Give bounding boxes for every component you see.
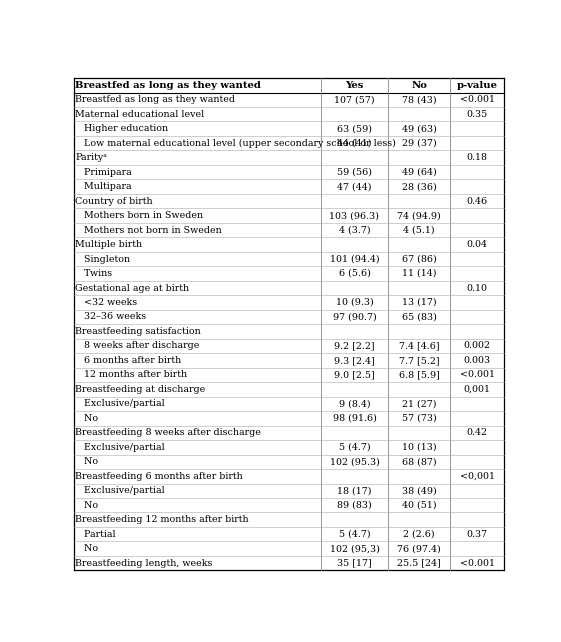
Text: 0,001: 0,001 xyxy=(463,385,491,394)
Text: Singleton: Singleton xyxy=(75,254,131,264)
Text: 0.002: 0.002 xyxy=(463,342,491,351)
Text: Gestational age at birth: Gestational age at birth xyxy=(75,284,190,293)
Text: 102 (95,3): 102 (95,3) xyxy=(329,544,379,553)
Text: 67 (86): 67 (86) xyxy=(402,254,436,264)
Text: 97 (90.7): 97 (90.7) xyxy=(333,313,376,322)
Text: 0.46: 0.46 xyxy=(467,196,488,205)
Text: 63 (59): 63 (59) xyxy=(337,124,372,133)
Text: 35 [17]: 35 [17] xyxy=(337,559,372,568)
Text: 9.2 [2.2]: 9.2 [2.2] xyxy=(334,342,375,351)
Text: No: No xyxy=(75,544,99,553)
Text: Breastfeeding 12 months after birth: Breastfeeding 12 months after birth xyxy=(75,516,249,525)
Text: No: No xyxy=(411,81,427,90)
Text: Multipara: Multipara xyxy=(75,182,132,191)
Text: 76 (97.4): 76 (97.4) xyxy=(397,544,441,553)
Text: 0.18: 0.18 xyxy=(467,153,488,162)
Text: Exclusive/partial: Exclusive/partial xyxy=(75,443,165,452)
Text: <0.001: <0.001 xyxy=(459,559,495,568)
Text: 49 (63): 49 (63) xyxy=(402,124,436,133)
Text: 29 (37): 29 (37) xyxy=(402,139,436,148)
Text: Mothers born in Sweden: Mothers born in Sweden xyxy=(75,211,204,220)
Text: Breastfed as long as they wanted: Breastfed as long as they wanted xyxy=(75,95,236,104)
Text: 98 (91.6): 98 (91.6) xyxy=(333,414,376,423)
Text: Yes: Yes xyxy=(345,81,364,90)
Text: 9.0 [2.5]: 9.0 [2.5] xyxy=(334,370,375,379)
Text: 25.5 [24]: 25.5 [24] xyxy=(397,559,441,568)
Text: No: No xyxy=(75,414,99,423)
Text: 4 (3.7): 4 (3.7) xyxy=(339,225,370,234)
Text: 9 (8.4): 9 (8.4) xyxy=(339,399,370,408)
Text: Low maternal educational level (upper secondary school or less): Low maternal educational level (upper se… xyxy=(75,139,396,148)
Text: Exclusive/partial: Exclusive/partial xyxy=(75,486,165,495)
Text: <0.001: <0.001 xyxy=(459,370,495,379)
Text: 5 (4.7): 5 (4.7) xyxy=(339,443,370,452)
Text: 7.7 [5.2]: 7.7 [5.2] xyxy=(399,356,439,365)
Text: Mothers not born in Sweden: Mothers not born in Sweden xyxy=(75,225,222,234)
Text: 40 (51): 40 (51) xyxy=(402,501,436,510)
Text: 78 (43): 78 (43) xyxy=(402,95,436,104)
Text: 0.10: 0.10 xyxy=(467,284,488,293)
Text: 68 (87): 68 (87) xyxy=(402,457,436,466)
Text: 32–36 weeks: 32–36 weeks xyxy=(75,313,146,322)
Text: Parityᵃ: Parityᵃ xyxy=(75,153,107,162)
Text: 47 (44): 47 (44) xyxy=(337,182,372,191)
Text: 2 (2.6): 2 (2.6) xyxy=(403,530,435,539)
Text: 57 (73): 57 (73) xyxy=(402,414,436,423)
Text: Partial: Partial xyxy=(75,530,116,539)
Text: <32 weeks: <32 weeks xyxy=(75,298,137,307)
Text: 59 (56): 59 (56) xyxy=(337,168,372,177)
Text: <0,001: <0,001 xyxy=(459,472,495,481)
Text: 9.3 [2.4]: 9.3 [2.4] xyxy=(334,356,375,365)
Text: 49 (64): 49 (64) xyxy=(402,168,436,177)
Text: 21 (27): 21 (27) xyxy=(402,399,436,408)
Text: 38 (49): 38 (49) xyxy=(402,486,436,495)
Text: 7.4 [4.6]: 7.4 [4.6] xyxy=(399,342,439,351)
Text: 11 (14): 11 (14) xyxy=(402,269,436,278)
Text: 0.003: 0.003 xyxy=(463,356,491,365)
Text: Breastfeeding at discharge: Breastfeeding at discharge xyxy=(75,385,205,394)
Text: 13 (17): 13 (17) xyxy=(402,298,436,307)
Text: 102 (95.3): 102 (95.3) xyxy=(329,457,379,466)
Text: 103 (96.3): 103 (96.3) xyxy=(329,211,379,220)
Text: 6.8 [5.9]: 6.8 [5.9] xyxy=(398,370,439,379)
Text: 18 (17): 18 (17) xyxy=(337,486,372,495)
Text: Primipara: Primipara xyxy=(75,168,132,177)
Text: 6 months after birth: 6 months after birth xyxy=(75,356,182,365)
Text: No: No xyxy=(75,457,99,466)
Text: 6 (5.6): 6 (5.6) xyxy=(338,269,370,278)
Text: 0.04: 0.04 xyxy=(467,240,488,249)
Text: 4 (5.1): 4 (5.1) xyxy=(403,225,435,234)
Text: Breastfeeding 6 months after birth: Breastfeeding 6 months after birth xyxy=(75,472,243,481)
Text: 0.35: 0.35 xyxy=(467,110,488,119)
Text: 5 (4.7): 5 (4.7) xyxy=(339,530,370,539)
Text: 89 (83): 89 (83) xyxy=(337,501,372,510)
Text: 74 (94.9): 74 (94.9) xyxy=(397,211,441,220)
Text: Breastfeeding satisfaction: Breastfeeding satisfaction xyxy=(75,327,201,336)
Text: 107 (57): 107 (57) xyxy=(334,95,375,104)
Text: 65 (83): 65 (83) xyxy=(402,313,436,322)
Text: 10 (13): 10 (13) xyxy=(402,443,436,452)
Text: 28 (36): 28 (36) xyxy=(402,182,436,191)
Text: Higher education: Higher education xyxy=(75,124,168,133)
Text: <0.001: <0.001 xyxy=(459,95,495,104)
Text: Maternal educational level: Maternal educational level xyxy=(75,110,205,119)
Text: Breastfeeding 8 weeks after discharge: Breastfeeding 8 weeks after discharge xyxy=(75,428,261,437)
Text: 10 (9.3): 10 (9.3) xyxy=(335,298,373,307)
Text: Twins: Twins xyxy=(75,269,112,278)
Text: 101 (94.4): 101 (94.4) xyxy=(330,254,379,264)
Text: Breastfed as long as they wanted: Breastfed as long as they wanted xyxy=(75,81,261,90)
Text: 0.37: 0.37 xyxy=(467,530,488,539)
Text: Breastfeeding length, weeks: Breastfeeding length, weeks xyxy=(75,559,213,568)
Text: Country of birth: Country of birth xyxy=(75,196,153,205)
Text: Multiple birth: Multiple birth xyxy=(75,240,142,249)
Text: 12 months after birth: 12 months after birth xyxy=(75,370,187,379)
Text: No: No xyxy=(75,501,99,510)
Text: 8 weeks after discharge: 8 weeks after discharge xyxy=(75,342,200,351)
Text: p-value: p-value xyxy=(457,81,498,90)
Text: 0.42: 0.42 xyxy=(467,428,488,437)
Text: 44 (41): 44 (41) xyxy=(337,139,372,148)
Text: Exclusive/partial: Exclusive/partial xyxy=(75,399,165,408)
